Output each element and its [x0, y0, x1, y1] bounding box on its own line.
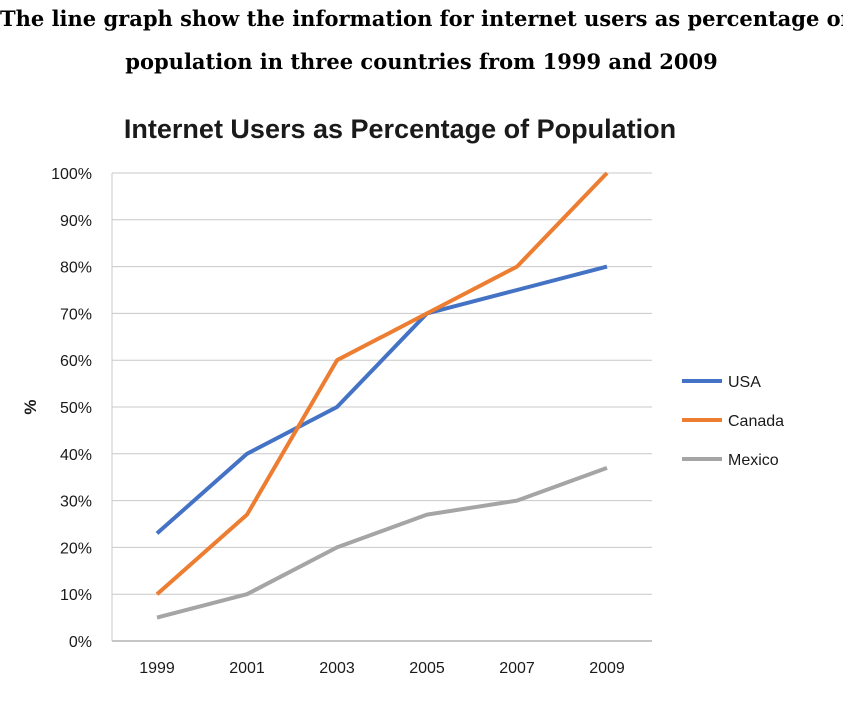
y-tick-label: 10% [60, 587, 92, 604]
y-tick-label: 50% [60, 400, 92, 417]
x-tick-labels: 1999 2001 2003 2005 2007 2009 [139, 660, 625, 677]
legend-label-usa: USA [728, 374, 761, 391]
y-tick-label: 70% [60, 306, 92, 323]
y-tick-label: 80% [60, 260, 92, 277]
y-tick-label: 100% [51, 166, 92, 183]
x-tick-label: 2009 [589, 660, 625, 677]
series-line-usa [155, 264, 608, 535]
caption-line-1: The line graph show the information for … [0, 6, 843, 31]
y-tick-labels: 0% 10% 20% 30% 40% 50% 60% 70% 80% 90% 100% [51, 166, 92, 651]
y-tick-label: 40% [60, 447, 92, 464]
chart-title: Internet Users as Percentage of Populati… [124, 114, 676, 144]
caption-line-2: population in three countries from 1999 … [125, 49, 718, 74]
x-tick-label: 2005 [409, 660, 445, 677]
x-tick-label: 2001 [229, 660, 265, 677]
y-tick-label: 0% [69, 634, 92, 651]
x-tick-label: 2003 [319, 660, 355, 677]
y-tick-label: 20% [60, 540, 92, 557]
y-tick-label: 90% [60, 213, 92, 230]
y-tick-label: 60% [60, 353, 92, 370]
series-line-canada [155, 171, 609, 596]
series-lines [155, 171, 609, 620]
x-tick-label: 2007 [499, 660, 535, 677]
gridlines [111, 172, 652, 642]
legend-label-mexico: Mexico [728, 452, 779, 469]
legend-label-canada: Canada [728, 413, 784, 430]
series-line-mexico [156, 465, 608, 620]
y-axis-label: % [21, 399, 40, 414]
y-tick-label: 30% [60, 494, 92, 511]
x-tick-label: 1999 [139, 660, 175, 677]
legend: USA Canada Mexico [682, 374, 784, 469]
